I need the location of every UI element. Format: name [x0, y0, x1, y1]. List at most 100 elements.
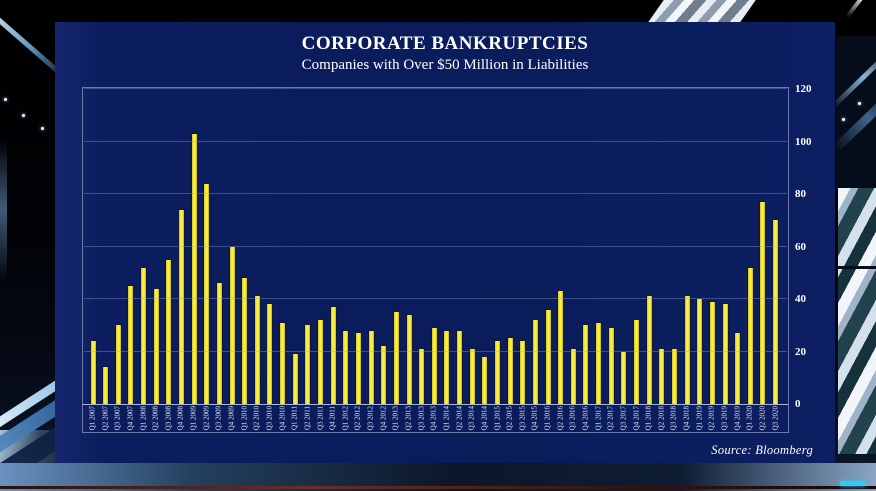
bar-q4-2012 — [380, 345, 388, 405]
bar-q3-2019 — [721, 303, 729, 405]
x-tick-label: Q3 2019 — [720, 406, 729, 431]
x-tick-label: Q1 2013 — [391, 406, 400, 431]
bar-q1-2015 — [494, 340, 501, 405]
y-tick-label-0: 0 — [795, 398, 801, 410]
bar-q2-2012 — [354, 332, 362, 405]
bar-q4-2010 — [279, 322, 287, 405]
bar-q2-2018 — [658, 348, 666, 405]
x-tick-label: Q1 2020 — [745, 406, 754, 431]
gridline-60 — [84, 245, 787, 247]
bar-slot: Q2 2010 — [253, 295, 261, 430]
bar-slot: Q2 2014 — [455, 330, 464, 430]
bar-q4-2009 — [228, 246, 236, 405]
bar-slot: Q1 2020 — [746, 267, 754, 430]
bar-slot: Q3 2008 — [164, 259, 173, 430]
bar-q4-2016 — [582, 324, 590, 405]
x-tick-label: Q1 2017 — [594, 406, 603, 431]
x-tick-label: Q2 2011 — [303, 406, 312, 431]
bar-q3-2010 — [266, 303, 274, 405]
studio-light-dot — [842, 118, 845, 121]
studio-right-upper-wall — [836, 36, 876, 188]
x-tick-label: Q4 2009 — [227, 406, 236, 431]
bar-slot: Q4 2016 — [581, 324, 590, 430]
x-tick-label: Q1 2016 — [543, 406, 552, 431]
gridline-120 — [84, 88, 787, 90]
bar-q4-2013 — [430, 327, 438, 405]
x-tick-label: Q3 2007 — [113, 406, 122, 431]
x-tick-label: Q2 2020 — [758, 406, 767, 431]
bar-slot: Q2 2016 — [556, 290, 565, 430]
bar-slot: Q1 2008 — [139, 267, 148, 430]
x-tick-label: Q1 2007 — [88, 406, 97, 431]
bar-slot: Q4 2014 — [480, 356, 489, 430]
bar-q1-2017 — [595, 322, 603, 405]
bar-slot: Q2 2020 — [758, 201, 767, 430]
y-tick-label-60: 60 — [795, 240, 806, 253]
x-tick-label: Q2 2013 — [404, 406, 413, 431]
bar-q2-2020 — [759, 201, 767, 405]
x-tick-label: Q4 2016 — [581, 406, 590, 431]
x-tick-label: Q4 2017 — [632, 406, 641, 431]
bar-slot: Q1 2015 — [493, 340, 501, 430]
bar-q3-2011 — [317, 319, 325, 405]
studio-light-dot — [858, 102, 861, 105]
bar-slot: Q3 2020 — [771, 219, 780, 430]
bar-slot: Q1 2017 — [594, 322, 603, 430]
bar-slot: Q4 2019 — [733, 332, 742, 430]
bar-q2-2013 — [405, 314, 413, 405]
bar-slot: Q1 2016 — [544, 309, 552, 430]
x-tick-label: Q1 2012 — [341, 406, 350, 431]
bar-q1-2007 — [89, 340, 97, 405]
bar-slot: Q3 2012 — [367, 330, 375, 430]
bar-q4-2011 — [329, 306, 337, 405]
bar-slot: Q3 2014 — [468, 348, 476, 430]
bar-q3-2018 — [670, 348, 678, 405]
studio-right-video-wall — [838, 188, 876, 454]
x-tick-label: Q1 2019 — [695, 406, 704, 431]
bar-q3-2014 — [468, 348, 476, 405]
bar-slot: Q3 2010 — [265, 303, 274, 430]
bar-q4-2015 — [531, 319, 539, 405]
y-tick-label-40: 40 — [795, 293, 806, 306]
bar-q3-2008 — [165, 259, 173, 405]
x-tick-label: Q2 2012 — [353, 406, 362, 431]
bar-slot: Q1 2007 — [89, 340, 97, 430]
gridline-100 — [84, 140, 787, 142]
x-tick-label: Q3 2011 — [316, 406, 325, 431]
bar-slot: Q1 2011 — [291, 353, 299, 430]
bar-q2-2009 — [203, 183, 211, 405]
bar-slot: Q1 2018 — [645, 295, 653, 430]
studio-left-edge-glow — [0, 140, 7, 280]
x-tick-label: Q1 2008 — [139, 406, 148, 431]
bar-q2-2010 — [253, 295, 261, 405]
x-tick-label: Q2 2008 — [151, 406, 160, 431]
x-tick-label: Q3 2016 — [568, 406, 577, 431]
bar-slot: Q3 2011 — [316, 319, 325, 430]
x-tick-label: Q2 2009 — [202, 406, 211, 431]
x-tick-label: Q3 2008 — [164, 406, 173, 431]
bar-q2-2017 — [607, 327, 615, 405]
bar-q3-2013 — [418, 348, 426, 405]
studio-light-dot — [22, 114, 25, 117]
x-tick-label: Q2 2010 — [252, 406, 261, 431]
bar-slot: Q3 2013 — [417, 348, 426, 430]
bar-q1-2013 — [392, 311, 400, 405]
studio-floor — [0, 463, 876, 491]
bar-q2-2016 — [557, 290, 565, 405]
x-tick-label: Q1 2015 — [493, 406, 501, 431]
bar-q1-2008 — [140, 267, 148, 405]
bar-q1-2019 — [696, 298, 704, 405]
x-tick-label: Q3 2020 — [771, 406, 780, 431]
chart-title: CORPORATE BANKRUPTCIES — [301, 33, 589, 54]
x-tick-label: Q3 2018 — [669, 406, 678, 431]
bar-slot: Q2 2017 — [607, 327, 615, 430]
x-tick-label: Q2 2014 — [455, 406, 464, 431]
bar-q1-2020 — [746, 267, 754, 405]
bar-slot: Q2 2019 — [708, 301, 716, 430]
bar-q2-2011 — [304, 324, 312, 405]
x-tick-label: Q2 2017 — [606, 406, 615, 431]
bar-slot: Q4 2010 — [278, 322, 287, 430]
y-tick-label-80: 80 — [795, 188, 806, 201]
bar-q4-2008 — [177, 209, 185, 405]
bar-slot: Q1 2019 — [695, 298, 704, 430]
